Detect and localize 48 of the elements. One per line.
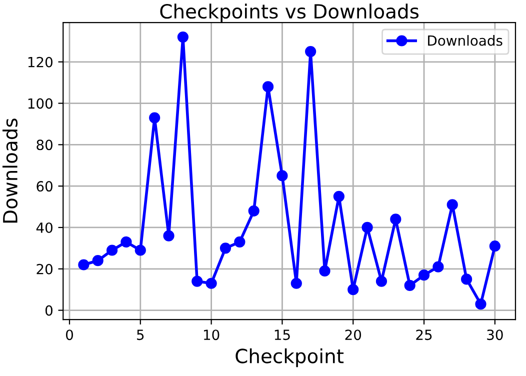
point — [262, 81, 274, 92]
x-tick-label: 30 — [487, 330, 503, 340]
x-tick-label: 25 — [416, 330, 432, 340]
x-tick-label: 5 — [137, 330, 144, 340]
point — [432, 261, 444, 272]
y-tick-label: 20 — [36, 264, 52, 274]
point — [489, 240, 500, 252]
point — [106, 244, 118, 256]
point — [192, 276, 203, 287]
point — [276, 170, 288, 182]
point — [376, 276, 388, 287]
point — [78, 259, 90, 270]
point — [475, 298, 486, 310]
point — [404, 280, 416, 291]
point — [362, 222, 373, 234]
y-tick-label: 0 — [45, 305, 52, 316]
point — [248, 205, 260, 216]
point — [177, 31, 188, 43]
point — [333, 190, 344, 202]
y-tick-label: 80 — [36, 140, 52, 150]
point — [461, 274, 472, 285]
x-tick-label: 10 — [204, 330, 220, 340]
point — [290, 278, 302, 289]
legend-label: Downloads — [428, 35, 502, 46]
point — [390, 214, 402, 225]
y-tick-label: 40 — [36, 222, 52, 233]
point — [234, 236, 246, 248]
y-axis-title: Downloads — [2, 118, 18, 223]
point — [446, 199, 458, 210]
point — [206, 278, 217, 289]
point — [134, 244, 146, 256]
y-tick-label: 100 — [28, 98, 52, 109]
point — [319, 265, 330, 277]
point — [305, 46, 316, 58]
x-axis-title: Checkpoint — [236, 348, 344, 368]
point — [418, 270, 430, 281]
point — [348, 284, 359, 296]
x-tick-label: 20 — [345, 330, 362, 340]
point — [120, 236, 132, 248]
chart-title: Checkpoints vs Downloads — [160, 4, 419, 22]
x-tick-label: 0 — [66, 330, 73, 340]
y-tick-label: 120 — [28, 56, 52, 68]
y-tick-label: 60 — [36, 181, 52, 192]
x-tick-label: 15 — [274, 330, 290, 340]
point — [92, 255, 104, 266]
point — [220, 242, 232, 254]
point — [149, 112, 160, 124]
point — [163, 230, 174, 242]
